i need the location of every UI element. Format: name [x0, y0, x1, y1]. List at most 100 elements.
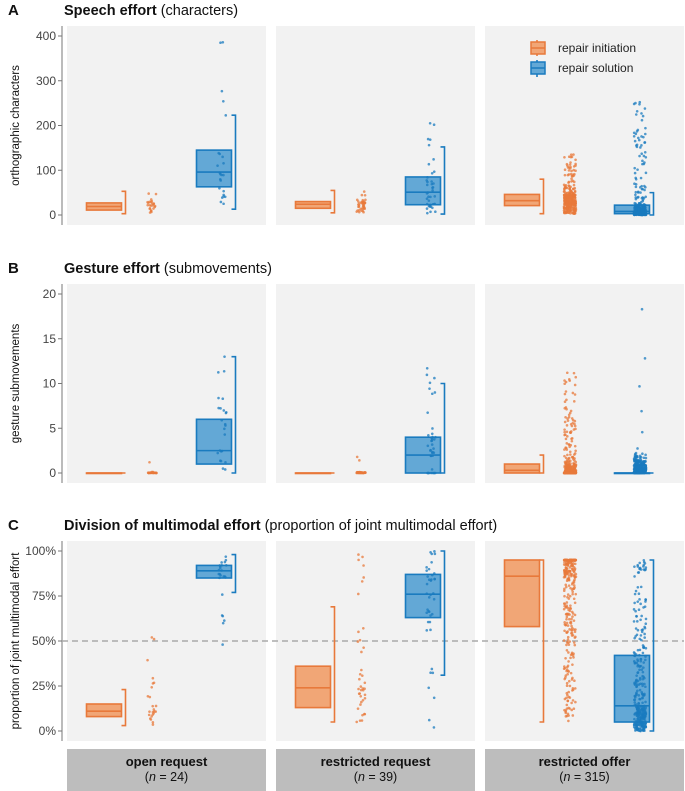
data-point [431, 186, 434, 190]
data-point [640, 462, 644, 466]
data-point [634, 729, 637, 732]
data-point [565, 604, 569, 608]
data-point [641, 684, 644, 688]
data-point [644, 724, 648, 728]
data-point [220, 418, 224, 422]
data-point [219, 459, 223, 463]
data-point [566, 453, 569, 457]
data-point [425, 629, 429, 632]
data-point [149, 718, 153, 721]
data-point [430, 171, 434, 175]
data-point [640, 144, 643, 147]
data-point [360, 193, 364, 197]
data-point [566, 465, 569, 469]
data-point [633, 565, 636, 568]
data-point [633, 166, 637, 170]
data-point [431, 427, 434, 430]
data-point [570, 624, 573, 628]
data-point [427, 718, 431, 722]
data-point [638, 697, 641, 701]
box-whisker [440, 146, 446, 215]
box-iqr [503, 463, 541, 474]
data-point [638, 598, 641, 601]
data-point [572, 428, 576, 431]
y-tick-label: 100 [36, 163, 56, 177]
data-point [569, 161, 572, 164]
points-initiation-2 [562, 153, 578, 215]
points-solution-1 [425, 550, 437, 729]
data-point [565, 617, 568, 621]
data-point [572, 641, 576, 644]
data-point [362, 564, 365, 567]
data-point [644, 459, 647, 463]
data-point [641, 725, 644, 729]
box-iqr [404, 176, 442, 206]
panel-letter: A [8, 2, 19, 19]
data-point [563, 155, 566, 159]
data-point [224, 114, 228, 117]
data-point [427, 143, 431, 147]
box-whisker [231, 553, 237, 594]
data-point [425, 569, 428, 572]
data-point [563, 400, 567, 404]
data-point [641, 701, 644, 705]
svg-text:Gesture effort (submovements): Gesture effort (submovements) [64, 261, 272, 277]
data-point [572, 192, 575, 195]
data-point [642, 666, 645, 669]
data-point [147, 192, 150, 195]
data-point [640, 468, 643, 471]
data-point [642, 646, 645, 649]
data-point [569, 656, 572, 660]
data-point [216, 164, 219, 167]
data-point [363, 681, 367, 685]
panel-c-title: C Division of multimodal effort (proport… [8, 517, 497, 534]
data-point [641, 709, 645, 712]
data-point [573, 630, 577, 634]
data-point [357, 558, 360, 562]
data-point [638, 566, 642, 570]
data-point [571, 456, 575, 459]
data-point [638, 668, 641, 672]
data-point [565, 430, 569, 434]
data-point [219, 200, 223, 204]
data-point [639, 585, 643, 589]
data-point [634, 113, 638, 116]
data-point [633, 139, 637, 143]
data-point [433, 552, 437, 556]
data-point [428, 381, 432, 385]
box-solution-0 [195, 114, 237, 210]
data-point [570, 469, 574, 472]
data-point [638, 724, 642, 727]
data-point [357, 205, 361, 208]
data-point [362, 626, 365, 630]
data-point [574, 203, 577, 207]
data-point [562, 589, 566, 593]
data-point [430, 552, 434, 556]
data-point [221, 467, 225, 470]
box-initiation-2 [503, 454, 545, 474]
data-point [644, 456, 648, 460]
data-point [356, 470, 359, 474]
data-point [633, 601, 636, 605]
data-point [147, 713, 151, 717]
data-point [427, 596, 431, 599]
data-point [356, 707, 360, 710]
data-point [221, 397, 225, 401]
box-whisker [539, 178, 545, 215]
y-axis-label: orthographic characters [10, 65, 22, 186]
points-initiation-2 [562, 558, 578, 723]
data-point [637, 208, 641, 211]
data-point [217, 406, 220, 410]
data-point [573, 613, 577, 617]
data-point [362, 646, 365, 649]
box-whisker [440, 382, 446, 474]
points-solution-0 [216, 355, 228, 471]
data-point [148, 460, 151, 464]
box-solution-0 [195, 355, 237, 474]
data-point [427, 609, 430, 613]
data-point [643, 682, 646, 686]
data-point [640, 628, 644, 632]
data-point [642, 563, 646, 567]
panel-letter: C [8, 517, 19, 534]
data-point [574, 207, 578, 211]
